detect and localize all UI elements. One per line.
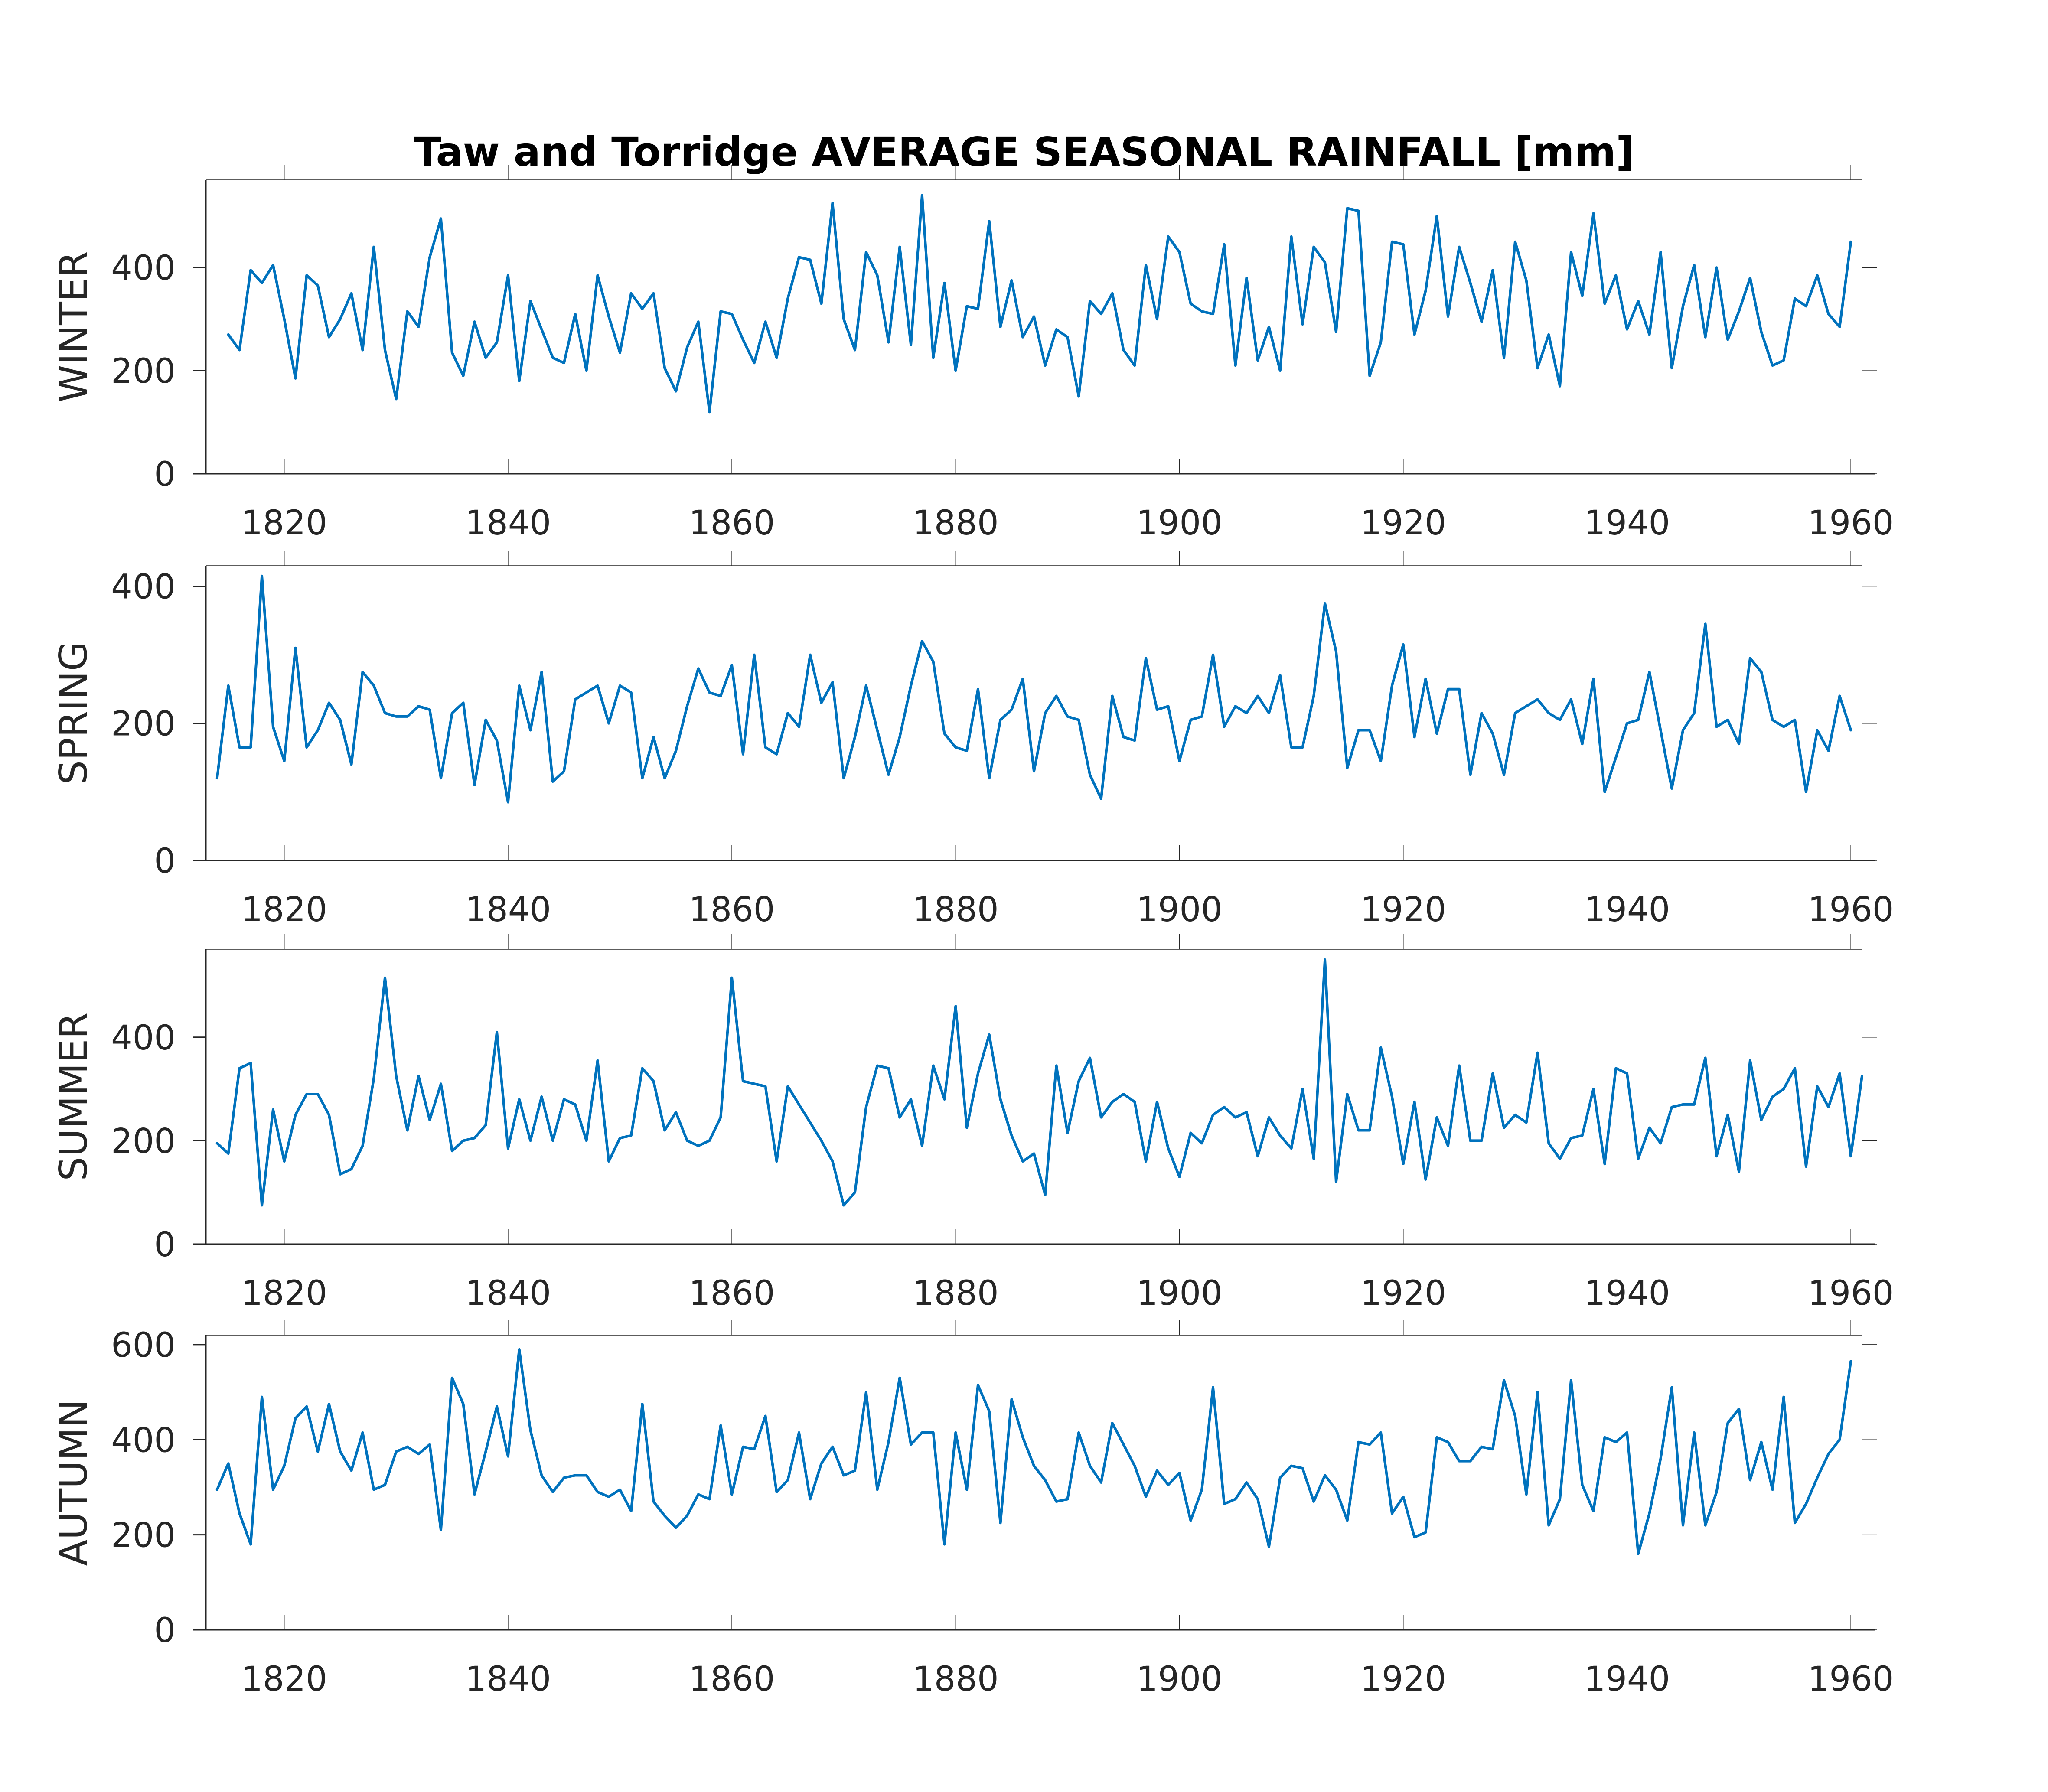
winter-x-tick-label: 1960 <box>1808 504 1894 543</box>
autumn-x-tick-label: 1920 <box>1360 1660 1446 1699</box>
spring-x-tick-label: 1940 <box>1584 890 1670 929</box>
winter-y-tick-label: 400 <box>111 249 176 288</box>
summer-y-tick-label: 0 <box>154 1225 176 1264</box>
winter-y-tick-label: 200 <box>111 352 176 391</box>
autumn-x-tick-label: 1900 <box>1136 1660 1223 1699</box>
autumn-panel: AUTUMN 1820 1840 1860 1880 1900 1920 1940 1960 0… <box>51 1320 1894 1699</box>
winter-y-axis-label: WINTER <box>51 251 96 402</box>
summer-x-tick-label: 1920 <box>1360 1274 1446 1313</box>
winter-x-tick-label: 1920 <box>1360 504 1446 543</box>
summer-y-axis-label: SUMMER <box>51 1013 96 1181</box>
summer-x-tick-label: 1880 <box>913 1274 999 1313</box>
autumn-rainfall-series-line <box>215 1348 1852 1555</box>
autumn-x-tick-label: 1880 <box>913 1660 999 1699</box>
spring-x-tick-label: 1860 <box>689 890 775 929</box>
autumn-x-tick-label: 1940 <box>1584 1660 1670 1699</box>
spring-rainfall-series-line <box>215 574 1852 804</box>
summer-y-tick-label: 200 <box>111 1122 176 1161</box>
autumn-x-tick-label: 1820 <box>241 1660 327 1699</box>
spring-y-tick-label: 0 <box>154 842 176 881</box>
summer-x-tick-label: 1940 <box>1584 1274 1670 1313</box>
spring-x-tick-label: 1880 <box>913 890 999 929</box>
winter-y-tick-label: 0 <box>154 455 176 494</box>
winter-x-tick-label: 1900 <box>1136 504 1223 543</box>
spring-x-tick-label: 1840 <box>465 890 551 929</box>
summer-panel: SUMMER 1820 1840 1860 1880 1900 1920 1940 1960 0… <box>51 934 1894 1313</box>
autumn-x-tick-label: 1840 <box>465 1660 551 1699</box>
spring-y-axis-label: SPRING <box>51 642 96 785</box>
autumn-x-tick-label: 1960 <box>1808 1660 1894 1699</box>
winter-rainfall-series-line <box>227 194 1852 414</box>
summer-rainfall-series-line <box>215 958 1863 1207</box>
summer-x-tick-label: 1900 <box>1136 1274 1223 1313</box>
autumn-y-tick-label: 600 <box>111 1326 176 1365</box>
winter-x-tick-label: 1880 <box>913 504 999 543</box>
winter-x-tick-label: 1940 <box>1584 504 1670 543</box>
winter-panel: WINTER 1820 1840 1860 1880 1900 1920 1940 1960 0… <box>51 165 1894 543</box>
spring-x-tick-label: 1960 <box>1808 890 1894 929</box>
summer-x-tick-label: 1960 <box>1808 1274 1894 1313</box>
autumn-y-tick-label: 200 <box>111 1516 176 1555</box>
summer-x-tick-label: 1860 <box>689 1274 775 1313</box>
spring-panel: SPRING 1820 1840 1860 1880 1900 1920 1940 1960 0… <box>51 551 1894 929</box>
autumn-y-tick-label: 400 <box>111 1421 176 1460</box>
summer-x-tick-label: 1840 <box>465 1274 551 1313</box>
spring-y-tick-label: 400 <box>111 567 176 606</box>
spring-x-tick-label: 1920 <box>1360 890 1446 929</box>
autumn-y-axis-label: AUTUMN <box>51 1399 96 1566</box>
winter-x-tick-label: 1840 <box>465 504 551 543</box>
winter-x-tick-label: 1820 <box>241 504 327 543</box>
spring-x-tick-label: 1820 <box>241 890 327 929</box>
autumn-y-tick-label: 0 <box>154 1611 176 1650</box>
figure-title: Taw and Torridge AVERAGE SEASONAL RAINFA… <box>414 129 1634 175</box>
winter-x-tick-label: 1860 <box>689 504 775 543</box>
autumn-x-tick-label: 1860 <box>689 1660 775 1699</box>
spring-x-tick-label: 1900 <box>1136 890 1223 929</box>
spring-y-tick-label: 200 <box>111 705 176 744</box>
summer-y-tick-label: 400 <box>111 1019 176 1058</box>
summer-x-tick-label: 1820 <box>241 1274 327 1313</box>
